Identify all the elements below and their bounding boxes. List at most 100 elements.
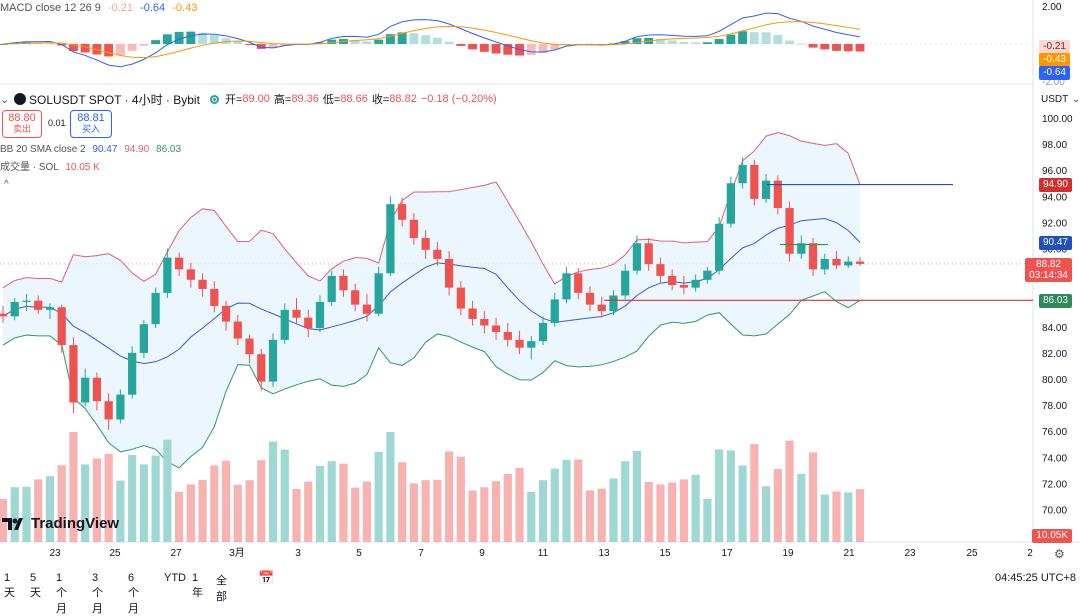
buy-button[interactable]: 88.81 买入 (70, 110, 112, 138)
macd-histogram-bar (0, 44, 8, 45)
y-tick-label: 92.00 (1042, 218, 1067, 229)
collapse-icon[interactable]: ⌄ (0, 93, 10, 106)
timeframe-button-3[interactable]: 3个月 (92, 572, 103, 615)
volume-bar (527, 491, 536, 542)
volume-bar (750, 444, 759, 542)
candle-body (210, 288, 219, 306)
sell-button[interactable]: 88.80 卖出 (2, 110, 42, 138)
macd-histogram-bar (198, 32, 208, 44)
candle-body (233, 321, 242, 339)
macd-histogram-bar (221, 38, 231, 44)
candlesticks (0, 157, 865, 430)
candle-body (585, 292, 595, 305)
volume-bar (163, 439, 172, 542)
candle-body (691, 279, 700, 288)
macd-histogram-bar (256, 44, 266, 49)
candle-body (609, 295, 618, 312)
x-tick-label: 25 (966, 548, 978, 559)
y-tick-label: 76.00 (1042, 427, 1067, 438)
volume-bar (374, 451, 383, 542)
macd-histogram-bar (702, 42, 712, 44)
volume-bar (409, 483, 418, 542)
x-tick-label: 2 (1027, 548, 1033, 559)
volume-bar (233, 484, 242, 542)
bollinger-bands (2, 131, 861, 469)
macd-line-badge: -0.64 (1039, 66, 1070, 80)
candle-body (163, 257, 172, 293)
candle-body (515, 339, 524, 348)
macd-histogram-bar (327, 39, 337, 44)
tradingview-logo-icon (2, 517, 23, 530)
collapse-legend-icon[interactable]: ^ (4, 179, 9, 190)
macd-line (2, 12, 861, 68)
timeframe-button-2[interactable]: 1个月 (56, 572, 67, 615)
y-tick-label: 82.00 (1042, 349, 1067, 360)
candle-body (245, 338, 254, 355)
macd-histogram-bar (749, 32, 759, 44)
x-tick-label: 9 (479, 548, 485, 559)
bb-upper-badge: 94.90 (1038, 178, 1072, 192)
volume-bar (679, 479, 689, 542)
macd-histogram-bar (503, 44, 513, 55)
volume-bar (81, 464, 90, 542)
macd-histogram-bar (68, 44, 78, 52)
clock[interactable]: 04:45:25 UTC+8 (994, 572, 1076, 584)
candle-body (761, 180, 771, 199)
tradingview-logo-text: TradingView (31, 515, 120, 532)
bb-label: BB 20 SMA close 2 (0, 144, 86, 155)
macd-histogram-bar (209, 35, 219, 44)
candle-body (797, 243, 806, 254)
timeframe-button-5[interactable]: YTD (164, 572, 186, 584)
y-tick-label: 74.00 (1042, 453, 1067, 464)
candle-body (703, 270, 712, 280)
macd-pane (0, 12, 1033, 68)
volume-bar (362, 481, 372, 542)
candle-body (409, 219, 418, 239)
price-chart[interactable]: 100.0098.0096.0094.0092.0090.0088.0086.0… (0, 0, 1080, 588)
candle-body (351, 290, 360, 305)
volume-bar (456, 456, 465, 542)
volume-bar (562, 459, 571, 542)
volume-bar (585, 490, 595, 542)
countdown: 03:14:34 (1029, 270, 1068, 281)
timeframe-button-0[interactable]: 1天 (4, 572, 15, 599)
volume-bar (57, 465, 66, 542)
date-range-icon[interactable]: 📅 (258, 570, 275, 585)
volume-bar (621, 461, 630, 542)
symbol-name[interactable]: SOLUSDT SPOT · 4小时 · Bybit (29, 92, 200, 107)
candle-body (128, 352, 137, 395)
timeframe-button-1[interactable]: 5天 (30, 572, 41, 599)
macd-histogram-bar (526, 44, 536, 56)
candle-body (445, 258, 454, 288)
open-label: 开= (224, 94, 243, 106)
currency-label[interactable]: USDT (1041, 94, 1069, 105)
axis-settings-icon[interactable]: ⚙ (1054, 547, 1065, 561)
volume-bar (445, 451, 454, 542)
bb-basis-badge: 90.47 (1038, 236, 1072, 250)
candle-body (527, 341, 536, 348)
candle-body (750, 164, 759, 199)
macd-histogram-bar (761, 32, 771, 44)
horizontal-lines (604, 183, 1033, 301)
timeframe-button-4[interactable]: 6个月 (128, 572, 139, 615)
candle-body (386, 204, 395, 274)
candle-body (280, 309, 289, 340)
macd-histogram-bar (245, 44, 254, 45)
timeframe-button-6[interactable]: 1年 (192, 572, 203, 599)
volume-bar (304, 481, 313, 542)
volume-bar (761, 486, 771, 542)
macd-histogram-bar (679, 41, 689, 44)
candle-body (104, 401, 113, 420)
volume-bar (574, 459, 583, 542)
macd-histogram-bar (785, 40, 795, 44)
macd-legend: MACD close 12 26 9 -0.21 -0.64 -0.43 (0, 2, 197, 15)
macd-histogram-bar (139, 44, 149, 46)
currency-dropdown-icon[interactable]: ⌄ (1072, 94, 1080, 105)
candle-body (10, 302, 19, 317)
volume-bar (691, 474, 700, 542)
volume-bar (116, 480, 125, 542)
timeframe-button-7[interactable]: 全部 (216, 575, 227, 603)
candle-body (22, 300, 31, 303)
candle-body (632, 243, 642, 271)
volume-bar (703, 498, 712, 542)
